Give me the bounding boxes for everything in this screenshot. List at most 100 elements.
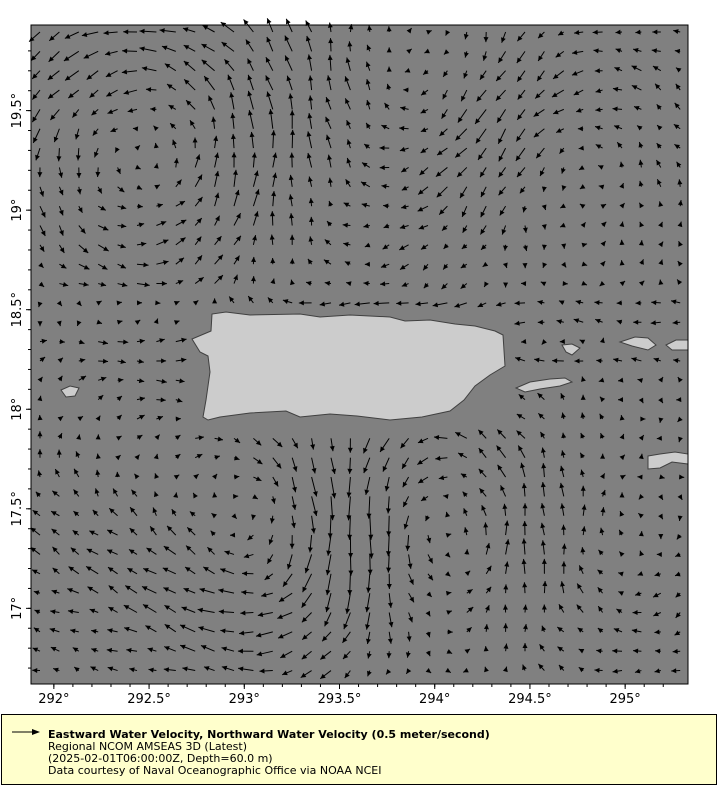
- velocity-arrow: [73, 666, 80, 673]
- velocity-arrow: [581, 280, 588, 286]
- velocity-arrow: [537, 392, 545, 401]
- velocity-arrow: [123, 604, 138, 613]
- velocity-arrow: [32, 647, 41, 653]
- velocity-arrow: [556, 626, 565, 633]
- velocity-arrow: [517, 445, 526, 458]
- velocity-arrow: [612, 648, 623, 654]
- velocity-arrow: [247, 58, 254, 71]
- velocity-arrow: [255, 631, 273, 638]
- velocity-arrow: [364, 261, 370, 267]
- velocity-arrow: [68, 89, 80, 99]
- velocity-arrow: [420, 127, 429, 133]
- velocity-arrow: [175, 337, 187, 343]
- velocity-arrow: [233, 189, 240, 207]
- velocity-arrow: [134, 145, 141, 151]
- velocity-arrow: [136, 282, 150, 288]
- velocity-arrow: [342, 631, 351, 644]
- velocity-arrow: [401, 204, 409, 210]
- velocity-arrow: [534, 357, 545, 363]
- velocity-arrow: [107, 108, 118, 114]
- velocity-arrow: [307, 54, 313, 71]
- velocity-arrow: [344, 261, 351, 266]
- velocity-arrow: [560, 203, 566, 209]
- velocity-arrow: [183, 60, 196, 72]
- velocity-arrow: [408, 612, 413, 623]
- velocity-arrow: [308, 75, 314, 91]
- velocity-arrow: [214, 152, 220, 168]
- velocity-arrow: [443, 494, 449, 499]
- velocity-arrow: [72, 109, 80, 118]
- velocity-arrow: [194, 174, 203, 188]
- velocity-arrow: [35, 491, 42, 498]
- velocity-arrow: [52, 546, 60, 555]
- velocity-arrow: [148, 667, 157, 673]
- velocity-arrow: [561, 243, 567, 249]
- velocity-arrow: [175, 219, 187, 226]
- velocity-arrow: [579, 184, 586, 190]
- velocity-arrow: [134, 454, 140, 461]
- velocity-arrow: [91, 109, 99, 116]
- velocity-arrow: [289, 258, 295, 265]
- velocity-arrow: [214, 274, 224, 284]
- velocity-arrow: [338, 301, 351, 307]
- velocity-arrow: [600, 432, 605, 439]
- velocity-arrow: [674, 102, 681, 110]
- velocity-arrow: [533, 108, 545, 117]
- velocity-arrow: [504, 520, 510, 536]
- velocity-arrow: [384, 476, 390, 492]
- velocity-arrow: [479, 70, 487, 81]
- velocity-arrow: [233, 235, 242, 246]
- velocity-arrow: [163, 587, 177, 594]
- velocity-arrow: [136, 241, 147, 247]
- velocity-arrow: [218, 609, 235, 615]
- velocity-arrow: [175, 280, 184, 285]
- velocity-arrow: [224, 550, 235, 556]
- velocity-arrow: [658, 221, 663, 228]
- velocity-arrow: [135, 164, 141, 170]
- velocity-arrow: [612, 668, 623, 674]
- velocity-arrow: [89, 608, 99, 614]
- velocity-arrow: [676, 397, 682, 403]
- velocity-arrow: [562, 280, 568, 286]
- velocity-arrow: [417, 457, 429, 465]
- velocity-arrow: [63, 50, 80, 62]
- velocity-arrow: [251, 152, 257, 168]
- velocity-arrow: [271, 190, 277, 207]
- velocity-arrow: [399, 125, 409, 131]
- velocity-arrow: [52, 567, 60, 575]
- velocity-arrow: [324, 280, 332, 286]
- velocity-arrow: [76, 434, 82, 440]
- velocity-arrow: [136, 262, 149, 268]
- velocity-arrow: [201, 59, 215, 72]
- velocity-arrow: [77, 415, 84, 422]
- velocity-arrow: [132, 126, 139, 132]
- velocity-arrow: [181, 606, 196, 613]
- velocity-arrow: [619, 202, 625, 209]
- velocity-arrow: [57, 432, 63, 439]
- velocity-arrow: [537, 51, 545, 62]
- velocity-arrow: [156, 281, 167, 287]
- velocity-arrow: [328, 38, 334, 52]
- velocity-arrow: [600, 453, 606, 459]
- velocity-arrow: [522, 503, 528, 516]
- velocity-arrow: [179, 624, 196, 633]
- velocity-arrow: [57, 357, 64, 363]
- velocity-arrow: [229, 92, 235, 110]
- velocity-arrow: [618, 591, 624, 596]
- velocity-arrow: [327, 177, 333, 187]
- velocity-arrow: [522, 521, 528, 536]
- velocity-arrow: [537, 319, 545, 325]
- velocity-arrow: [307, 535, 313, 553]
- velocity-arrow: [502, 666, 508, 673]
- velocity-arrow: [444, 551, 451, 558]
- velocity-arrow: [461, 205, 468, 218]
- velocity-arrow: [522, 225, 528, 233]
- velocity-arrow: [658, 376, 664, 383]
- velocity-arrow: [347, 457, 353, 474]
- velocity-arrow: [171, 508, 177, 517]
- velocity-arrow: [425, 631, 431, 638]
- velocity-arrow: [50, 609, 60, 615]
- velocity-arrow: [485, 542, 491, 555]
- velocity-arrow: [142, 604, 157, 613]
- velocity-arrow: [86, 548, 99, 555]
